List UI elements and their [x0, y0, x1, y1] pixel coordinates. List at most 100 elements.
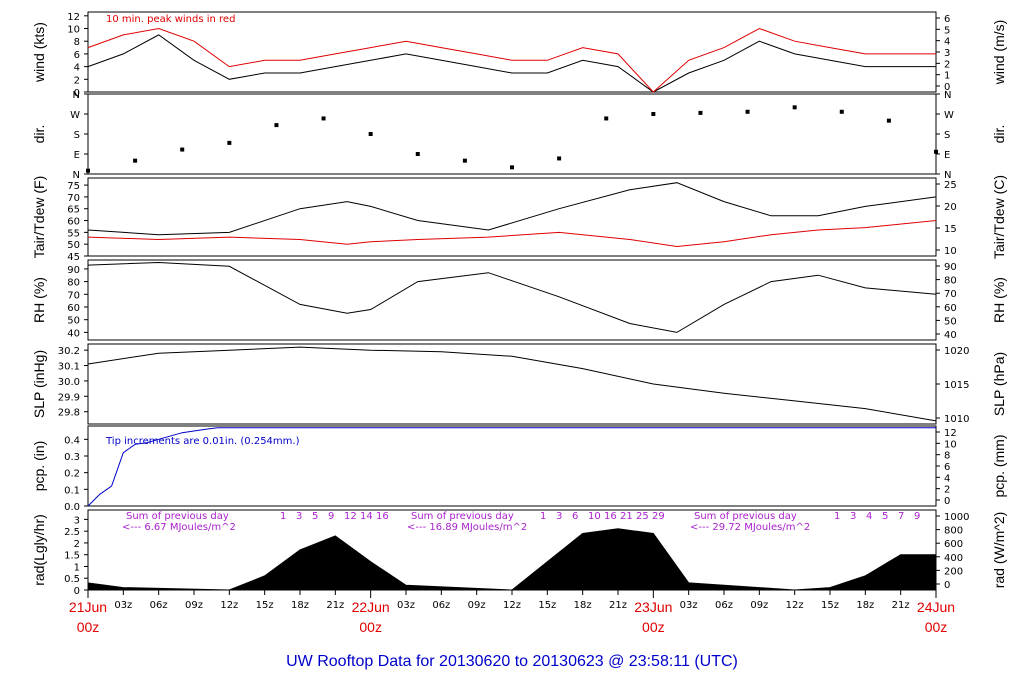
- y-tick-label: 0: [74, 586, 80, 597]
- wind-peak-note: 10 min. peak winds in red: [106, 14, 235, 25]
- y-axis-label-right: dir.: [991, 125, 1007, 144]
- x-tick-label: 03z: [397, 600, 415, 611]
- data-point: [368, 132, 373, 136]
- data-point: [839, 109, 844, 114]
- y-axis-label-left: dir.: [31, 125, 47, 144]
- y-tick-label: N: [73, 170, 80, 181]
- y-axis-label-left: SLP (inHg): [31, 350, 47, 418]
- rad-hour-label: 16: [376, 511, 389, 522]
- x-tick-label: 15z: [538, 600, 556, 611]
- y-tick-label: 80: [67, 278, 80, 289]
- x-tick-label: 21z: [892, 600, 910, 611]
- y-axis-label-right: rad (W/m^2): [991, 512, 1007, 589]
- data-point: [86, 168, 90, 173]
- x-tick-label: 06z: [715, 600, 733, 611]
- y-tick-label: 60: [67, 217, 80, 228]
- y-tick-label: 90: [67, 265, 80, 276]
- panel-frame-rh: [87, 259, 937, 341]
- x-tick-label: 09z: [185, 600, 203, 611]
- y-tick-label: 2: [74, 539, 80, 550]
- panel-rad: 00.511.522.5302004006008001000rad(Lgly/h…: [31, 509, 1007, 597]
- y2-tick-label: 6: [944, 462, 950, 473]
- y-tick-label: 0.2: [64, 469, 80, 480]
- y-tick-label: 75: [67, 181, 80, 192]
- data-point: [510, 165, 514, 170]
- y2-tick-label: 1000: [944, 512, 969, 523]
- data-point: [745, 109, 750, 114]
- y-tick-label: 50: [67, 240, 80, 251]
- y2-tick-label: 15: [944, 224, 957, 235]
- data-point: [133, 158, 138, 163]
- y-tick-label: 70: [67, 290, 80, 301]
- data-point: [415, 152, 420, 156]
- day-date-label: 22Jun: [352, 599, 390, 615]
- y-tick-label: 0: [74, 88, 80, 99]
- panel-frame-dir: [87, 93, 937, 175]
- y2-tick-label: 50: [944, 316, 957, 327]
- y2-tick-label: 1: [944, 71, 950, 82]
- y2-tick-label: 70: [944, 289, 957, 300]
- y2-tick-label: 0: [944, 82, 950, 93]
- series-area: [87, 528, 937, 591]
- rad-hour-label: 16: [604, 511, 617, 522]
- rad-hour-label: 7: [898, 511, 904, 522]
- y-axis-label-left: pcp. (in): [31, 441, 47, 492]
- y-axis-label-left: Tair/Tdew (F): [31, 176, 47, 258]
- day-hour-label: 00z: [359, 619, 382, 635]
- rad-hour-label: 1: [540, 511, 546, 522]
- data-point: [274, 123, 279, 128]
- y-tick-label: 0.0: [64, 502, 80, 513]
- rad-sum-title: Sum of previous day: [126, 511, 229, 522]
- data-point: [227, 140, 232, 145]
- y2-tick-label: 4: [944, 473, 950, 484]
- y-tick-label: 29.9: [58, 392, 80, 403]
- data-point: [462, 158, 467, 163]
- y2-tick-label: 20: [944, 202, 957, 213]
- rad-sum-value: <--- 6.67 MJoules/m^2: [122, 522, 236, 533]
- rad-hour-label: 9: [914, 511, 920, 522]
- rad-hour-label: 1: [834, 511, 840, 522]
- y-tick-label: 50: [67, 316, 80, 327]
- y-tick-label: 12: [67, 12, 80, 23]
- day-date-label: 23Jun: [634, 599, 672, 615]
- y-tick-label: 0.4: [64, 435, 80, 446]
- y2-tick-label: 10: [944, 246, 957, 257]
- y-tick-label: S: [74, 130, 80, 141]
- x-tick-label: 09z: [468, 600, 486, 611]
- rad-sum-title: Sum of previous day: [694, 511, 797, 522]
- y-tick-label: 8: [74, 37, 80, 48]
- rad-hour-label: 21: [620, 511, 633, 522]
- x-tick-label: 12z: [503, 600, 521, 611]
- rad-sum-title: Sum of previous day: [411, 511, 514, 522]
- y-axis-label-right: SLP (hPa): [991, 352, 1007, 416]
- y-tick-label: 4: [74, 63, 80, 74]
- series-line: [87, 261, 937, 333]
- y2-tick-label: S: [944, 130, 950, 141]
- y-tick-label: 65: [67, 205, 80, 216]
- panel-slp: 29.8 29.9 30.0 30.1 30.2 1010 1015 1020 SLP (inH…: [31, 343, 1007, 425]
- y-tick-label: 55: [67, 228, 80, 239]
- x-tick-label: 09z: [750, 600, 768, 611]
- y-tick-label: 2: [74, 75, 80, 86]
- panel-frame-temp: [87, 177, 937, 257]
- y2-tick-label: 25: [944, 180, 957, 191]
- x-tick-label: 12z: [220, 600, 238, 611]
- rad-hour-label: 29: [652, 511, 665, 522]
- x-tick-label: 21z: [326, 600, 344, 611]
- y-tick-label: 30.2: [58, 346, 80, 357]
- x-tick-label: 06z: [150, 600, 168, 611]
- rad-hour-label: 5: [312, 511, 318, 522]
- data-point: [792, 105, 797, 110]
- data-point: [651, 112, 656, 116]
- day-hour-label: 00z: [77, 619, 100, 635]
- y-tick-label: N: [73, 90, 80, 101]
- y-axis-label-right: pcp. (mm): [991, 435, 1007, 498]
- day-date-label: 21Jun: [69, 599, 107, 615]
- y2-tick-label: 1015: [944, 380, 969, 391]
- rad-hour-label: 25: [636, 511, 649, 522]
- data-point: [886, 118, 891, 123]
- x-tick-label: 03z: [114, 600, 132, 611]
